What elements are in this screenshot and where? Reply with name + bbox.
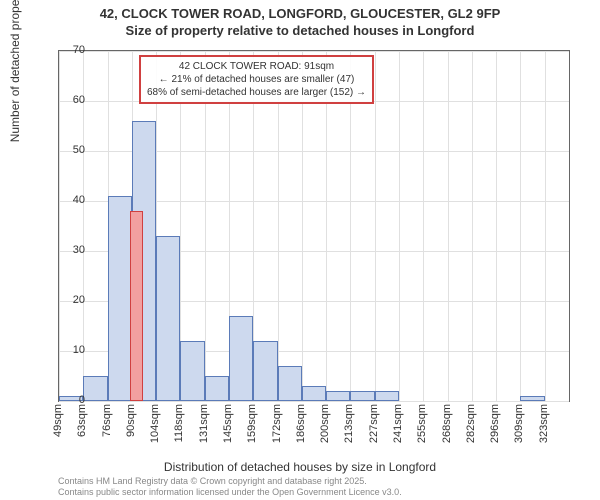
histogram-bar xyxy=(156,236,180,401)
annotation-line2: ← 21% of detached houses are smaller (47… xyxy=(159,74,355,85)
title-line1: 42, CLOCK TOWER ROAD, LONGFORD, GLOUCEST… xyxy=(100,6,501,21)
xtick-label: 227sqm xyxy=(368,404,380,443)
gridline-v xyxy=(423,51,424,401)
title-line2: Size of property relative to detached ho… xyxy=(126,23,475,38)
histogram-bar xyxy=(520,396,544,401)
annotation-line1: 42 CLOCK TOWER ROAD: 91sqm xyxy=(179,61,334,72)
histogram-bar xyxy=(253,341,277,401)
ytick-label: 10 xyxy=(55,344,85,356)
gridline-v xyxy=(448,51,449,401)
gridline-v xyxy=(472,51,473,401)
xtick-label: 172sqm xyxy=(271,404,283,443)
gridline-h xyxy=(59,401,569,402)
histogram-bar xyxy=(205,376,229,401)
xtick-label: 76sqm xyxy=(101,404,113,437)
xtick-label: 323sqm xyxy=(538,404,550,443)
chart-title: 42, CLOCK TOWER ROAD, LONGFORD, GLOUCEST… xyxy=(0,0,600,40)
gridline-h xyxy=(59,51,569,52)
histogram-bar xyxy=(350,391,374,401)
y-axis-label: Number of detached properties xyxy=(8,0,22,142)
xtick-label: 309sqm xyxy=(513,404,525,443)
footer-line1: Contains HM Land Registry data © Crown c… xyxy=(58,476,367,486)
histogram-bar xyxy=(326,391,350,401)
ytick-label: 70 xyxy=(55,44,85,56)
annotation-line3: 68% of semi-detached houses are larger (… xyxy=(147,87,366,98)
histogram-bar xyxy=(83,376,107,401)
gridline-v xyxy=(399,51,400,401)
xtick-label: 213sqm xyxy=(343,404,355,443)
histogram-bar xyxy=(375,391,399,401)
xtick-label: 200sqm xyxy=(319,404,331,443)
xtick-label: 159sqm xyxy=(246,404,258,443)
xtick-label: 63sqm xyxy=(76,404,88,437)
xtick-label: 268sqm xyxy=(441,404,453,443)
xtick-label: 131sqm xyxy=(198,404,210,443)
gridline-v xyxy=(375,51,376,401)
ytick-label: 20 xyxy=(55,294,85,306)
footer-credits: Contains HM Land Registry data © Crown c… xyxy=(58,476,402,498)
histogram-bar xyxy=(180,341,204,401)
plot-area: 42 CLOCK TOWER ROAD: 91sqm ← 21% of deta… xyxy=(58,50,570,402)
xtick-label: 282sqm xyxy=(465,404,477,443)
gridline-v xyxy=(520,51,521,401)
xtick-label: 186sqm xyxy=(295,404,307,443)
xtick-label: 118sqm xyxy=(173,404,185,442)
ytick-label: 50 xyxy=(55,144,85,156)
ytick-label: 30 xyxy=(55,244,85,256)
histogram-bar xyxy=(229,316,253,401)
xtick-label: 255sqm xyxy=(416,404,428,443)
annotation-box: 42 CLOCK TOWER ROAD: 91sqm ← 21% of deta… xyxy=(139,55,374,104)
chart-container: 42, CLOCK TOWER ROAD, LONGFORD, GLOUCEST… xyxy=(0,0,600,500)
xtick-label: 90sqm xyxy=(125,404,137,437)
ytick-label: 40 xyxy=(55,194,85,206)
histogram-bar xyxy=(278,366,302,401)
ytick-label: 60 xyxy=(55,94,85,106)
histogram-bar xyxy=(108,196,132,401)
footer-line2: Contains public sector information licen… xyxy=(58,487,402,497)
xtick-label: 49sqm xyxy=(52,404,64,437)
x-axis-label: Distribution of detached houses by size … xyxy=(0,460,600,474)
xtick-label: 296sqm xyxy=(489,404,501,443)
xtick-label: 145sqm xyxy=(222,404,234,443)
xtick-label: 241sqm xyxy=(392,404,404,443)
gridline-v xyxy=(545,51,546,401)
highlight-bar xyxy=(130,211,142,401)
gridline-v xyxy=(496,51,497,401)
xtick-label: 104sqm xyxy=(149,404,161,443)
histogram-bar xyxy=(302,386,326,401)
